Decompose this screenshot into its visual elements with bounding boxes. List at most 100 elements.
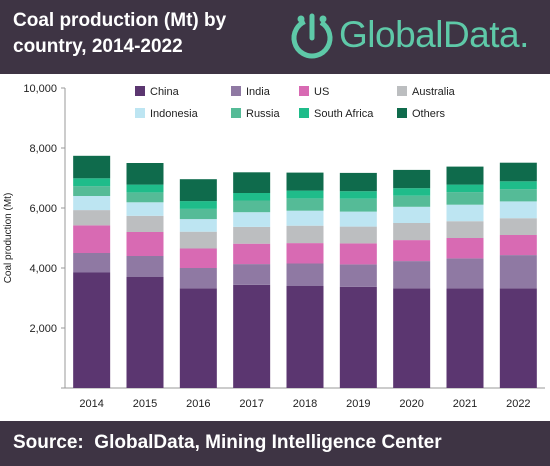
bar-segment-south-africa [393, 188, 431, 196]
globaldata-logo-icon [291, 13, 333, 59]
bar-segment-us [393, 240, 431, 262]
bar-segment-russia [179, 208, 217, 220]
bar-segment-russia [73, 186, 111, 196]
bar-segment-us [446, 238, 484, 259]
bar-segment-others [393, 169, 431, 189]
legend: China India US Australia Indonesia Russia Sout… [135, 86, 456, 120]
bar-segment-russia [286, 198, 324, 211]
x-tick-label: 2016 [186, 398, 210, 410]
bar-segment-russia [393, 195, 431, 207]
x-tick-label: 2019 [346, 398, 370, 410]
legend-swatch [135, 86, 145, 96]
bar-segment-australia [73, 210, 111, 226]
bar-segment-india [179, 268, 217, 289]
legend-swatch [397, 108, 407, 118]
bar-segment-indonesia [446, 204, 484, 222]
source-note: Source: GlobalData, Mining Intelligence … [13, 432, 442, 453]
axes: 2,000 4,000 6,000 8,000 10,000 Coal productio… [3, 83, 545, 410]
bar-segment-india [233, 264, 271, 285]
legend-label: Others [412, 108, 446, 120]
bar-segment-china [393, 288, 431, 388]
bar-segment-russia [499, 189, 537, 202]
header-banner: Coal production (Mt) by country, 2014-20… [0, 0, 550, 74]
bar-segment-china [126, 277, 164, 388]
stacked-bar-chart: 2,000 4,000 6,000 8,000 10,000 Coal productio… [3, 83, 545, 410]
bar-segment-others [446, 166, 484, 185]
bar-segment-australia [126, 215, 164, 232]
bar-segment-china [446, 288, 484, 388]
bar-segment-china [286, 286, 324, 388]
bar-segment-south-africa [499, 181, 537, 190]
bar-segment-us [286, 243, 324, 264]
bar-segment-us [126, 232, 164, 256]
y-tick-label: 2,000 [29, 323, 57, 335]
bar-segment-india [393, 261, 431, 289]
bar-segment-india [339, 264, 377, 287]
bar-segment-others [179, 179, 217, 202]
bar-segment-others [233, 172, 271, 193]
y-tick-label: 4,000 [29, 263, 57, 275]
bar-segment-us [73, 225, 111, 253]
bar-segment-china [339, 286, 377, 388]
legend-label: India [246, 86, 271, 98]
bar-segment-china [73, 272, 111, 388]
y-tick-label: 6,000 [29, 203, 57, 215]
x-tick-label: 2020 [399, 398, 423, 410]
bar-segment-india [286, 263, 324, 286]
bars [73, 155, 537, 388]
bar-segment-australia [286, 225, 324, 244]
bar-segment-south-africa [179, 201, 217, 209]
bar-segment-australia [499, 218, 537, 235]
bar-segment-us [179, 248, 217, 268]
bar-segment-others [286, 172, 324, 191]
bar-segment-china [179, 288, 217, 388]
bar-segment-australia [446, 221, 484, 238]
x-tick-label: 2015 [133, 398, 157, 410]
legend-label: US [314, 86, 329, 98]
bar-segment-us [499, 235, 537, 256]
legend-label: Australia [412, 86, 456, 98]
bar-segment-indonesia [73, 196, 111, 211]
bar-segment-india [446, 258, 484, 289]
bar-segment-south-africa [233, 193, 271, 201]
bar-segment-indonesia [339, 211, 377, 227]
legend-swatch [397, 86, 407, 96]
bar-segment-indonesia [286, 210, 324, 226]
bar-segment-south-africa [126, 184, 164, 193]
bar-segment-india [499, 255, 537, 289]
bar-segment-indonesia [179, 219, 217, 232]
legend-swatch [299, 86, 309, 96]
bar-segment-us [339, 243, 377, 265]
chart-title: Coal production (Mt) by country, 2014-20… [13, 10, 227, 57]
bar-segment-australia [233, 226, 271, 244]
legend-label: Russia [246, 108, 281, 120]
x-tick-label: 2022 [506, 398, 530, 410]
bar-segment-australia [339, 226, 377, 244]
bar-segment-australia [393, 223, 431, 241]
x-tick-label: 2017 [239, 398, 263, 410]
bar-segment-russia [126, 192, 164, 203]
y-tick-label: 8,000 [29, 143, 57, 155]
bar-segment-russia [233, 200, 271, 213]
bar-segment-indonesia [499, 201, 537, 219]
logo-text: GlobalData. [339, 14, 529, 55]
legend-label: Indonesia [150, 108, 199, 120]
legend-swatch [231, 108, 241, 118]
bar-segment-indonesia [393, 206, 431, 223]
x-tick-label: 2018 [293, 398, 317, 410]
bar-segment-russia [446, 192, 484, 205]
bar-segment-indonesia [126, 202, 164, 216]
x-tick-label: 2014 [79, 398, 103, 410]
bar-segment-south-africa [73, 178, 111, 187]
bar-segment-south-africa [339, 191, 377, 199]
legend-swatch [135, 108, 145, 118]
x-tick-label: 2021 [453, 398, 477, 410]
bar-segment-us [233, 243, 271, 265]
bar-segment-others [73, 155, 111, 179]
bar-segment-china [499, 288, 537, 388]
bar-segment-russia [339, 198, 377, 212]
bar-segment-others [499, 162, 537, 182]
y-axis-title: Coal production (Mt) [3, 193, 14, 284]
footer-banner: Source: GlobalData, Mining Intelligence … [0, 421, 550, 466]
legend-label: China [150, 86, 180, 98]
